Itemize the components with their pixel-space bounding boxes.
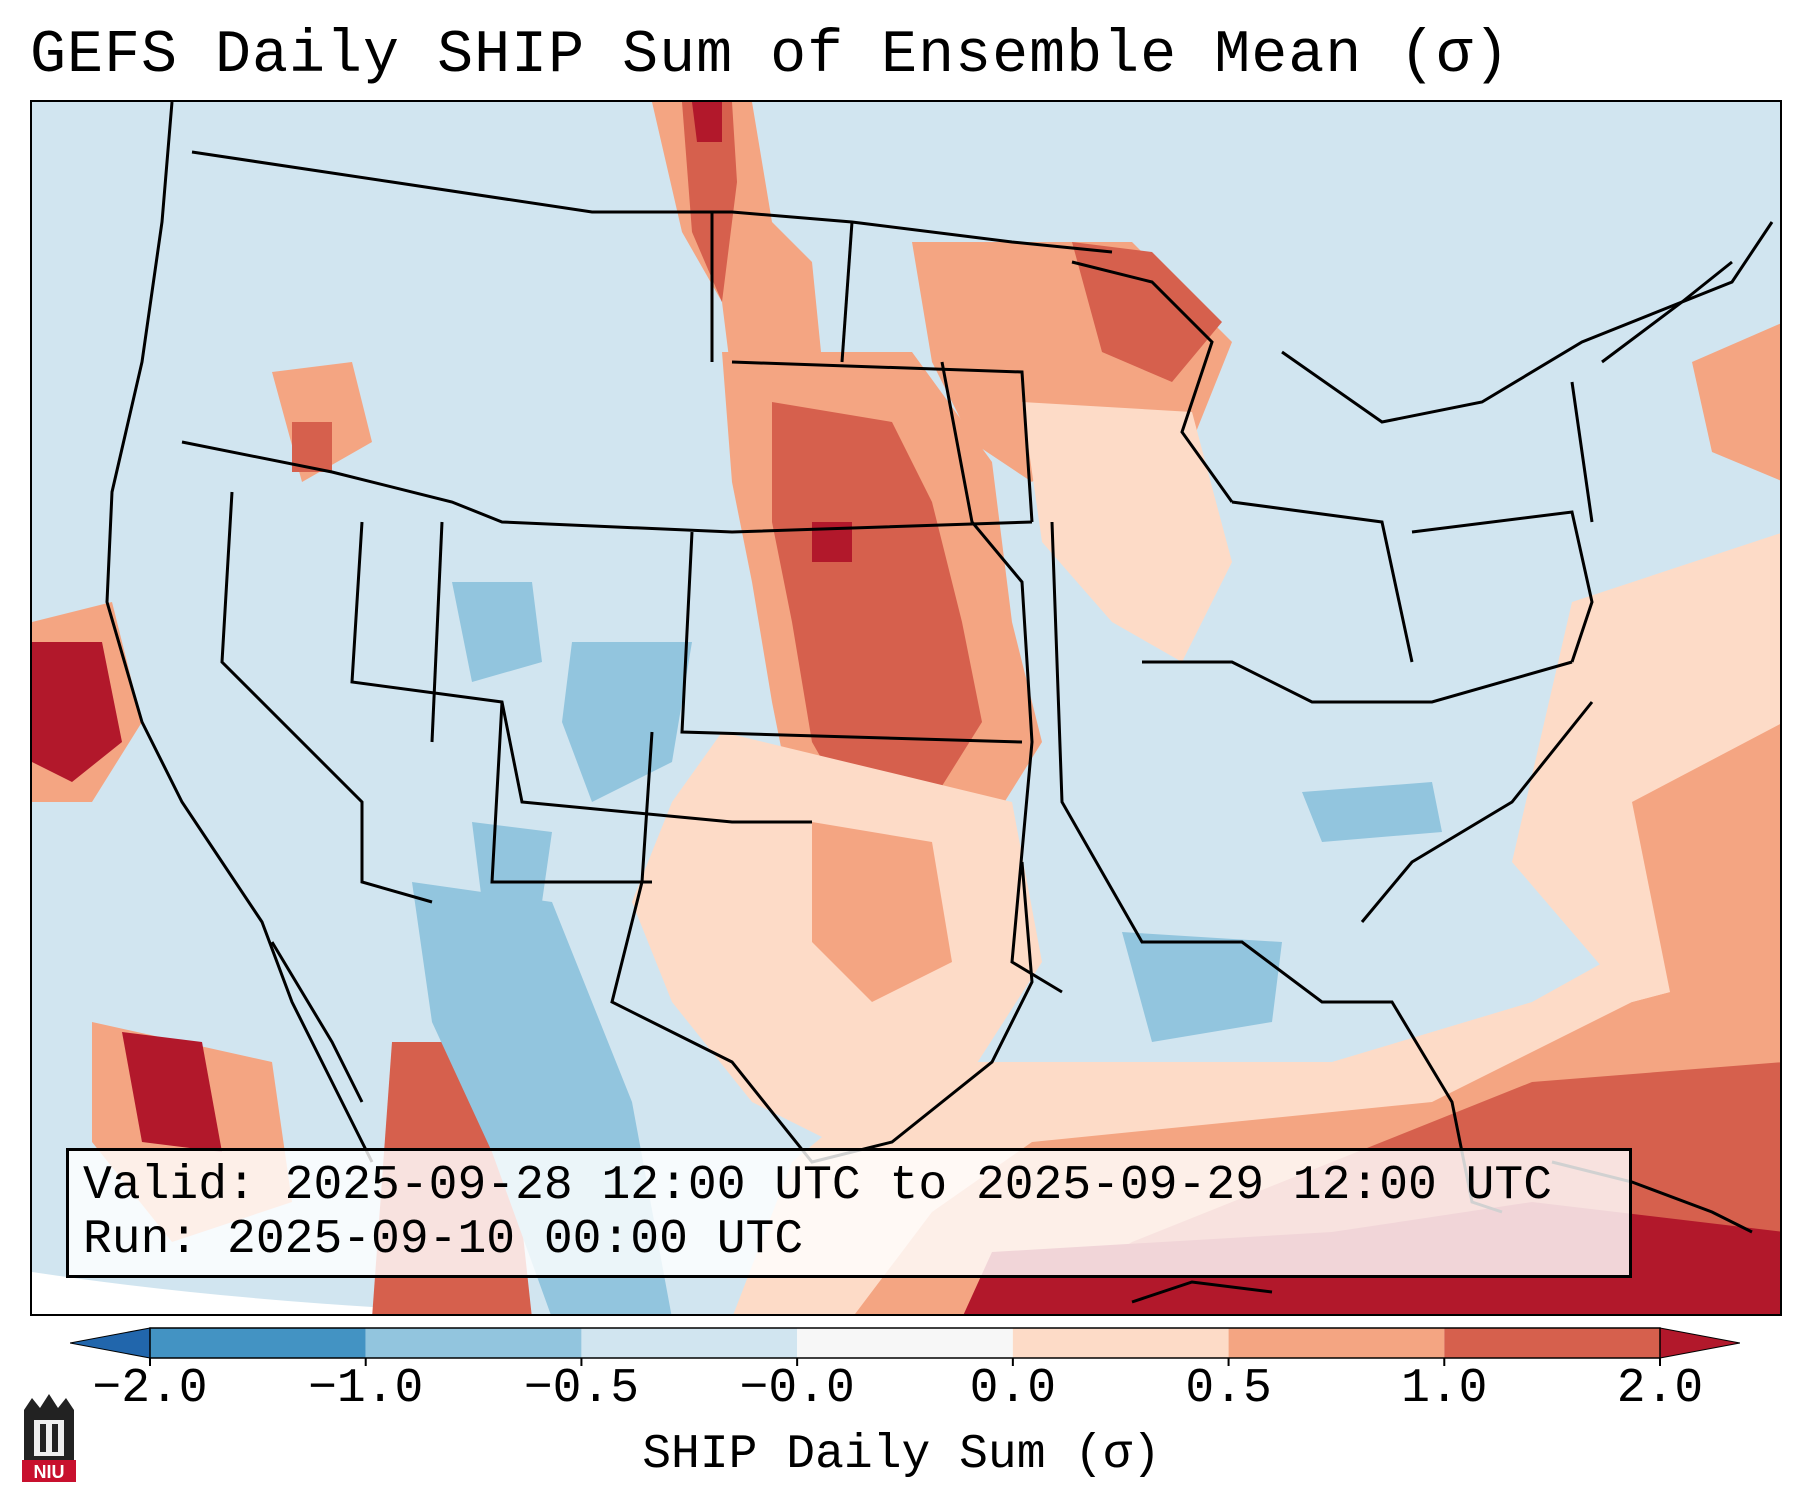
colorbar-over-extension [1659,1327,1740,1359]
field-carolina-cool [1302,782,1442,842]
mississippi [940,361,1063,994]
dakota-east [840,221,854,363]
projection-corner [32,1272,517,1314]
yucatan [1131,1280,1273,1304]
st-lawrence [1281,221,1774,424]
colorbar-tick-label: 2.0 [1616,1362,1704,1416]
maine [1601,260,1733,364]
figure-title: GEFS Daily SHIP Sum of Ensemble Mean (σ) [30,22,1511,90]
field-pacific-max [32,642,122,782]
tennessee-nc [1142,660,1573,704]
us-canada-border [191,150,1113,254]
colorbar-tick-label: −0.5 [523,1362,640,1416]
colorbar-label: SHIP Daily Sum (σ) [642,1428,1161,1482]
field-utah-cool [452,582,542,682]
map-panel [30,100,1782,1316]
colorbar-tick-label: 0.0 [969,1362,1057,1416]
colorbar-under-extension [70,1327,151,1359]
field-superior [1072,242,1222,382]
field-illinois-light [1022,402,1232,662]
new-england [1570,381,1594,523]
field-oregon-core [292,422,332,472]
nebraska-top [731,360,1034,523]
colorbar-segment [1444,1328,1660,1358]
logo-text: NIU [34,1462,65,1482]
colorbar-tick-label: −2.0 [92,1362,208,1416]
plains-box [680,531,1023,744]
colorbar-segment [1228,1328,1445,1358]
colorbar-segment [150,1328,366,1358]
field-baja-max [122,1032,222,1152]
colorbar-tick-label: −0.0 [739,1362,855,1416]
map-svg [32,102,1780,1314]
pa-ny [1411,510,1594,663]
info-box: Valid: 2025-09-28 12:00 UTC to 2025-09-2… [66,1148,1632,1278]
utah-west [430,521,444,743]
field-maine-warm [1692,323,1780,481]
field-texas-mid [812,822,952,1002]
colorbar-segment [797,1328,1013,1358]
colorbar-tick-label: −1.0 [308,1362,424,1416]
field-colorado-cool [562,642,692,802]
northern-states-line [181,440,1033,534]
nevada-border [220,491,433,904]
west-coast [105,102,374,1163]
run-text: Run: 2025-09-10 00:00 UTC [83,1213,804,1267]
field-plains-core [772,402,982,812]
atlantic-coast [1360,701,1594,923]
field-dakota-core [682,102,737,302]
great-lakes-michigan [1071,260,1234,503]
utah-arizona-line [350,521,812,824]
niu-logo-icon: NIU [22,1394,76,1482]
field-alabama-cool [1122,932,1282,1042]
colorbar-segment [581,1328,798,1358]
field-atlantic-mid [1632,724,1780,1002]
colorbar-segment [365,1328,582,1358]
field-dakota-max [692,102,722,142]
colorbar-outline [149,1327,1661,1359]
colorbar [70,1327,1740,1366]
arizona-nm [490,701,652,884]
field-plains-max [812,522,852,562]
field-arizona-cool [472,822,552,902]
ohio-pa [1231,500,1414,663]
baja [270,941,364,1103]
colorbar-tick-label: 1.0 [1401,1362,1488,1416]
colorbar-segment [1012,1328,1229,1358]
colorbar-tick-label: 0.5 [1185,1362,1272,1416]
valid-text: Valid: 2025-09-28 12:00 UTC to 2025-09-2… [83,1159,1553,1213]
